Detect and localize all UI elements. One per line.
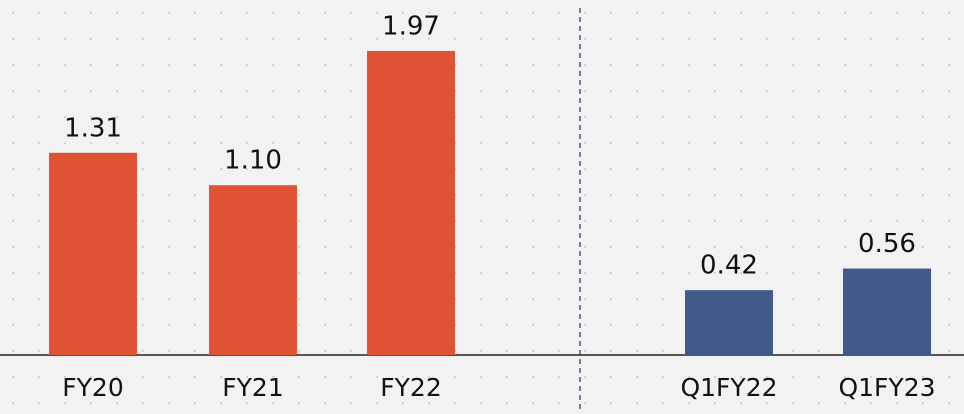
bar [843, 268, 931, 355]
value-label: 1.31 [64, 113, 122, 143]
bar [685, 290, 773, 355]
x-tick-label: FY21 [222, 373, 283, 402]
bar [367, 50, 455, 355]
x-tick-label: Q1FY23 [838, 373, 935, 402]
value-label: 1.97 [382, 11, 440, 41]
x-tick-label: FY20 [62, 373, 123, 402]
x-tick-label: FY22 [380, 373, 441, 402]
bar [49, 152, 137, 355]
x-tick-label: Q1FY22 [680, 373, 777, 402]
value-label: 1.10 [224, 146, 282, 176]
bar [209, 185, 297, 355]
value-label: 0.56 [858, 229, 916, 259]
value-label: 0.42 [700, 251, 758, 281]
